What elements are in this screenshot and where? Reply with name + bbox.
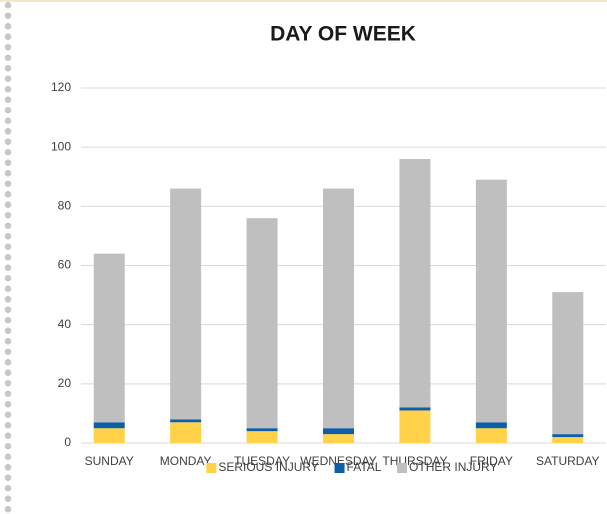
legend-label: SERIOUS INJURY: [218, 460, 318, 474]
bar-segment: [399, 407, 431, 411]
bar-segment: [552, 434, 584, 438]
bar-segment: [475, 179, 507, 423]
y-tick-label: 20: [58, 376, 72, 390]
bar-segment: [170, 419, 202, 423]
bar-segment: [246, 218, 278, 429]
bar-segment: [93, 422, 125, 429]
bar-segment: [323, 428, 354, 435]
y-tick-label: 100: [51, 139, 71, 153]
bar-segment: [323, 434, 354, 443]
x-tick-label: TUESDAY: [234, 454, 290, 468]
chart-title: DAY OF WEEK: [270, 23, 416, 46]
x-tick-label: SUNDAY: [85, 454, 134, 468]
bar-segment: [552, 292, 584, 435]
legend-swatch: [206, 463, 217, 473]
bar-segment: [93, 428, 125, 443]
bar-segment: [399, 410, 431, 443]
legend-label: FATAL: [347, 460, 382, 474]
bar-segment: [399, 159, 431, 408]
bar-segment: [170, 188, 202, 420]
y-tick-label: 80: [58, 199, 72, 213]
top-border: [0, 0, 607, 2]
x-tick-label: FRIDAY: [470, 454, 513, 468]
legend-swatch: [397, 463, 408, 473]
bar-segment: [246, 428, 278, 432]
x-tick-label: MONDAY: [160, 454, 212, 468]
x-tick-label: WEDNESDAY: [300, 454, 376, 468]
y-tick-label: 40: [58, 317, 72, 331]
bar-segment: [475, 422, 507, 429]
legend-swatch: [334, 463, 345, 473]
bar-segment: [552, 437, 584, 443]
y-tick-label: 0: [64, 435, 71, 449]
dotted-border: [3, 0, 13, 514]
bar-segment: [475, 428, 507, 443]
bar-segment: [246, 431, 278, 443]
legend-label: OTHER INJURY: [409, 460, 497, 474]
y-tick-label: 60: [58, 258, 72, 272]
bar-segment: [93, 253, 125, 423]
bar-segment: [323, 188, 354, 429]
y-tick-label: 120: [51, 80, 71, 94]
x-tick-label: SATURDAY: [536, 454, 600, 468]
bar-segment: [170, 422, 202, 443]
